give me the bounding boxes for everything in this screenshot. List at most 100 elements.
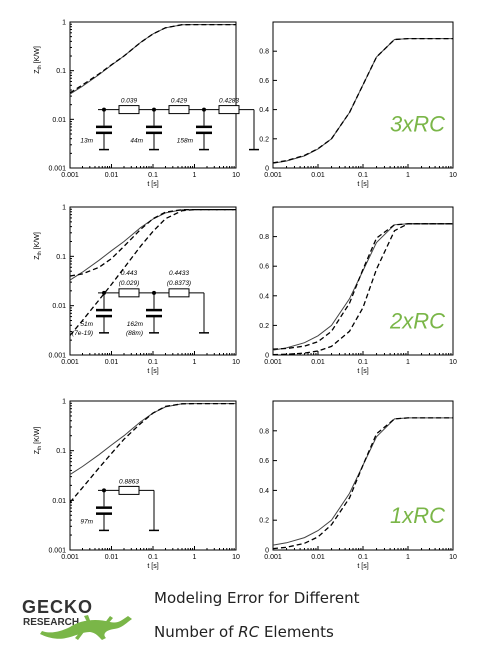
x-tick-label: 0.01 [105,359,119,366]
y-axis-label-unit: [K/W] [34,46,41,65]
y-tick-label: 1 [62,399,66,406]
x-tick-label: 1 [193,172,197,179]
x-tick-label: 0.001 [61,172,79,179]
y-tick-label: 0.1 [56,254,66,261]
x-tick-label: 0.1 [358,554,368,561]
panel-label-1xRC: 1xRC [390,503,445,528]
chart-panel-2xRC-log: 0.001 0.01 0.1 1 10 t [s] 0.001 0.01 0.1 1 Zth [K/… [34,205,240,376]
series-line-dashed-1 [69,402,236,503]
y-tick-label: 0.1 [56,68,66,75]
capacitor-value: 162m [127,321,144,328]
logo-text-top: GECKO [22,597,93,617]
capacitor-plate [196,125,212,129]
logo-text-bottom: RESEARCH [23,617,79,628]
chart-panel-3xRC-lin: 0.001 0.01 0.1 1 10 t [s] 0 0.2 0.4 0.6 0.8 3xRC [259,21,457,188]
panel-label-3xRC: 3xRC [390,112,445,137]
capacitor-plate [96,131,112,135]
series-line-solid-0 [69,24,236,95]
capacitor-plate [146,308,162,312]
x-tick-label: 10 [232,554,240,561]
x-tick-label: 0.01 [311,172,325,179]
plot-frame [69,400,237,551]
x-tick-label: 0.001 [264,359,282,366]
capacitor-value: 13m [80,138,93,145]
x-tick-label: 0.01 [311,359,325,366]
capacitor-plate [96,125,112,129]
x-axis-label: t [s] [357,563,368,570]
footer-line2-suffix: Elements [259,623,334,641]
x-axis-label: t [s] [147,181,158,188]
resistor [118,105,140,115]
y-tick-label: 0.6 [259,264,269,271]
series-line-dashed-2 [69,208,236,336]
y-axis-label: Zth [K/W] [34,232,43,260]
gecko-research-logo: GECKO RESEARCH [22,597,132,640]
x-tick-label: 10 [232,172,240,179]
y-axis-label-unit: [K/W] [34,427,41,446]
gecko-icon [40,615,132,640]
series-line-dashed-1 [272,37,453,164]
x-tick-label: 1 [193,554,197,561]
y-axis-label-unit: [K/W] [34,232,41,251]
x-tick-label: 0.1 [358,172,368,179]
y-axis-label: Zth [K/W] [34,46,43,74]
x-tick-label: 1 [193,359,197,366]
series-line-dashed-1 [69,23,236,94]
y-axis-label: Zth [K/W] [34,427,43,455]
plot-frame [69,21,237,169]
capacitor-value: 44m [130,138,143,145]
series-line-solid-0 [272,38,453,164]
x-tick-label: 0.1 [148,359,158,366]
x-axis-label: t [s] [357,181,368,188]
y-tick-label: 0.8 [259,49,269,56]
x-tick-label: 0.001 [61,359,79,366]
x-tick-label: 10 [449,359,457,366]
y-tick-label: 0.01 [52,117,66,124]
y-tick-label: 1 [62,20,66,27]
x-tick-label: 0.1 [148,172,158,179]
resistor [118,288,140,298]
y-tick-label: 0.6 [259,458,269,465]
y-tick-label: 0.6 [259,78,269,85]
x-tick-label: 0.01 [311,554,325,561]
y-tick-label: 0.001 [48,353,66,360]
y-tick-label: 0.4 [259,107,269,114]
chart-panel-3xRC-log: 0.001 0.01 0.1 1 10 t [s] 0.001 0.01 0.1 1 Zth [K/… [34,20,259,188]
series-line-dashed-1 [272,223,453,350]
y-tick-label: 0.4 [259,293,269,300]
chart-panel-1xRC-lin: 0.001 0.01 0.1 1 10 t [s] 0 0.2 0.4 0.6 0.8 1xRC [259,400,457,570]
y-tick-label: 0.01 [52,498,66,505]
y-axis-label-subscript: th [37,65,43,69]
capacitor-plate [96,512,112,515]
y-tick-label: 0.1 [56,448,66,455]
x-tick-label: 0.001 [61,554,79,561]
x-tick-label: 10 [232,359,240,366]
capacitor-plate [146,131,162,135]
y-tick-label: 0.4 [259,488,269,495]
capacitor-alt-value: (7e-19) [72,330,93,337]
resistor-value: 0.429 [171,98,188,105]
series-line-solid-0 [69,403,236,476]
resistor [168,105,190,115]
footer-title-line2: Number of RC Elements [154,623,334,641]
y-tick-label: 0.01 [52,303,66,310]
y-tick-label: 0 [265,353,269,360]
x-tick-label: 1 [406,359,410,366]
chart-panel-1xRC-log: 0.001 0.01 0.1 1 10 t [s] 0.001 0.01 0.1 1 Zth [K/… [34,399,240,571]
x-tick-label: 0.1 [148,554,158,561]
capacitor-alt-value: (88m) [126,330,143,337]
capacitor-plate [96,314,112,318]
resistor-value: 0.4433 [169,270,189,277]
x-tick-label: 1 [406,554,410,561]
x-tick-label: 1 [406,172,410,179]
y-tick-label: 0 [265,166,269,173]
resistor-value: 0.4283 [219,98,239,105]
footer-line2-emph: RC [238,623,260,641]
capacitor-plate [146,314,162,318]
x-axis-label: t [s] [147,368,158,375]
y-axis-label-symbol: Z [34,449,41,454]
resistor-value: 0.8863 [119,478,139,485]
y-axis-label-symbol: Z [34,69,41,74]
series-line-dashed-1 [272,417,453,550]
